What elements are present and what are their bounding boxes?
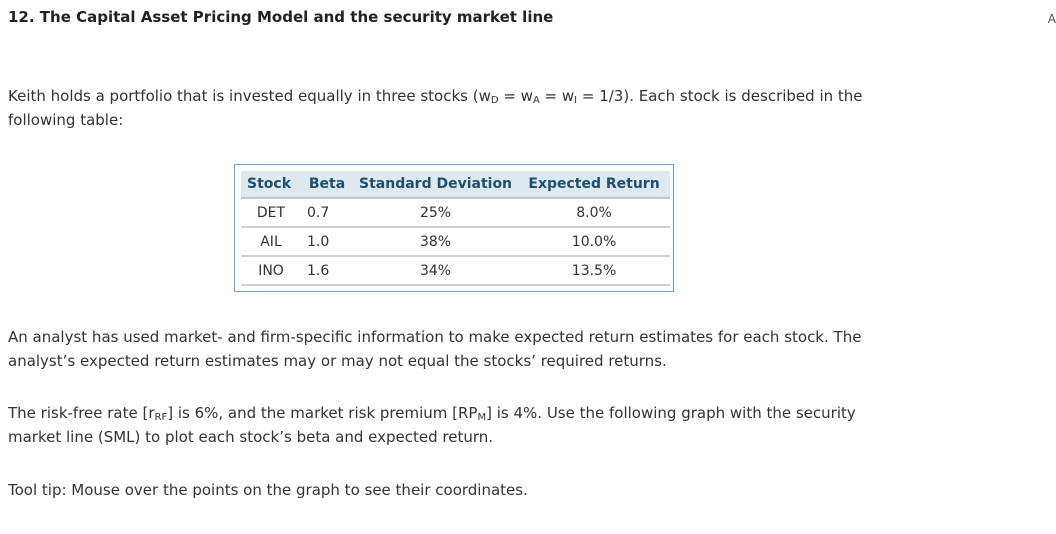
intro-text-after: = 1/3). Each stock is described in the f… (8, 87, 863, 129)
cell-standard-deviation: 34% (353, 256, 519, 286)
market-premium-sub: M (477, 412, 487, 423)
cell-expected-return: 13.5% (518, 256, 671, 286)
header-beta: Beta (301, 171, 353, 199)
risk-free-sub: RF (154, 412, 168, 423)
cell-standard-deviation: 38% (353, 227, 519, 257)
table-row: INO 1.6 34% 13.5% (241, 256, 671, 286)
cell-expected-return: 10.0% (518, 227, 671, 257)
header-standard-deviation: Standard Deviation (353, 171, 519, 199)
table-row: DET 0.7 25% 8.0% (241, 198, 671, 228)
rates-text-2: ] is 6%, and the market risk premium [RP (167, 404, 478, 422)
header-stock: Stock (241, 171, 301, 199)
cell-stock: DET (241, 198, 301, 228)
intro-paragraph: Keith holds a portfolio that is invested… (8, 84, 898, 132)
analyst-paragraph: An analyst has used market- and firm-spe… (8, 328, 862, 370)
rates-paragraph: The risk-free rate [rRF] is 6%, and the … (8, 401, 898, 449)
top-red-fragment (240, 0, 720, 2)
weight-sub-a: A (532, 95, 540, 106)
intro-eq2: = w (539, 87, 575, 105)
cell-stock: AIL (241, 227, 301, 257)
cell-beta: 0.7 (301, 198, 353, 228)
cell-standard-deviation: 25% (353, 198, 519, 228)
weight-sub-d: D (490, 95, 499, 106)
intro-text-before: Keith holds a portfolio that is invested… (8, 87, 491, 105)
cell-expected-return: 8.0% (518, 198, 671, 228)
cell-stock: INO (241, 256, 301, 286)
rates-text-1: The risk-free rate [r (8, 404, 155, 422)
tooltip-instruction: Tool tip: Mouse over the points on the g… (8, 481, 528, 499)
stock-table: Stock Beta Standard Deviation Expected R… (241, 171, 671, 286)
weight-sub-i: I (574, 95, 578, 106)
table-row: AIL 1.0 38% 10.0% (241, 227, 671, 257)
cell-beta: 1.6 (301, 256, 353, 286)
cell-beta: 1.0 (301, 227, 353, 257)
rates-text-3: ] is 4%. Use the following graph with th… (8, 404, 856, 446)
question-title: 12. The Capital Asset Pricing Model and … (8, 8, 554, 26)
right-edge-fragment: A (1047, 12, 1056, 26)
intro-eq1: = w (498, 87, 533, 105)
table-header-row: Stock Beta Standard Deviation Expected R… (241, 171, 671, 199)
header-expected-return: Expected Return (518, 171, 671, 199)
stock-table-frame: Stock Beta Standard Deviation Expected R… (234, 164, 674, 292)
